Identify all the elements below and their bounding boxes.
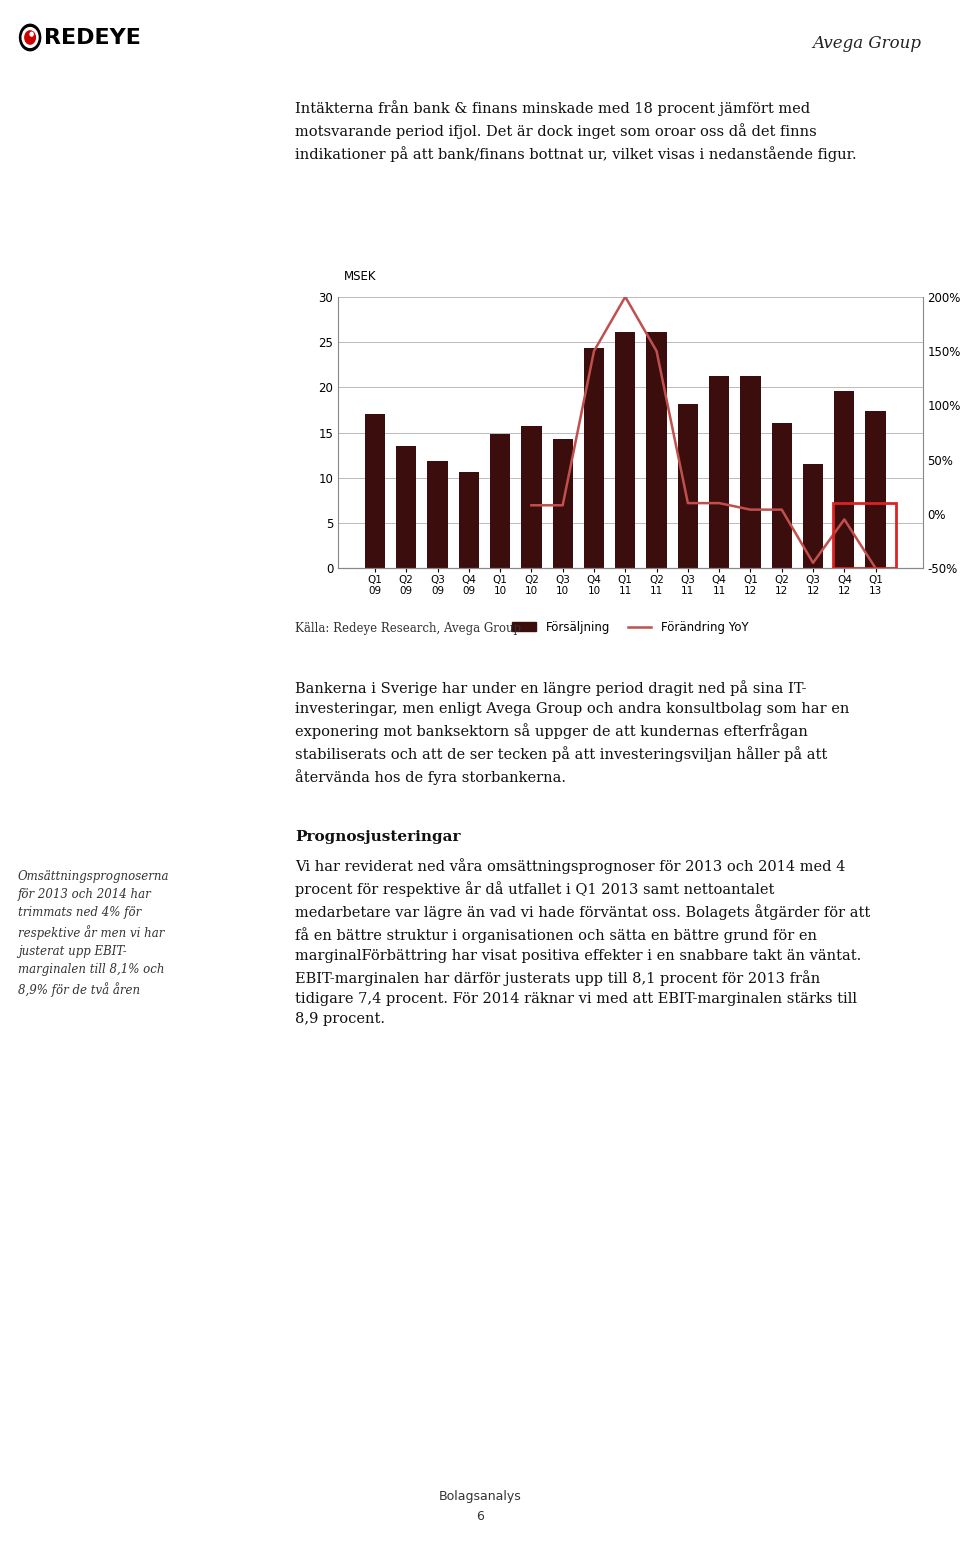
Text: Avega Group: Avega Group — [812, 35, 922, 52]
Text: Intäkterna från bank & finans minskade med 18 procent jämfört med
motsvarande pe: Intäkterna från bank & finans minskade m… — [295, 100, 856, 162]
Bar — [553, 439, 573, 569]
Bar — [772, 422, 792, 569]
Bar — [833, 502, 896, 569]
Bar — [459, 473, 479, 569]
Bar — [803, 464, 824, 569]
Bar — [615, 331, 636, 569]
Text: Bolagsanalys: Bolagsanalys — [439, 1490, 521, 1502]
Text: Prognosjusteringar: Prognosjusteringar — [295, 831, 461, 844]
Text: REDEYE: REDEYE — [44, 28, 141, 48]
Bar — [584, 348, 604, 569]
Bar — [709, 376, 730, 569]
Text: MSEK: MSEK — [344, 270, 376, 284]
Text: Källa: Redeye Research, Avega Group: Källa: Redeye Research, Avega Group — [295, 623, 521, 635]
Legend: Försäljning, Förändring YoY: Försäljning, Förändring YoY — [508, 616, 753, 638]
Bar — [646, 331, 667, 569]
Bar — [834, 391, 854, 569]
Bar — [521, 427, 541, 569]
Bar — [396, 445, 417, 569]
Bar — [866, 411, 886, 569]
Bar — [490, 435, 511, 569]
Bar — [740, 376, 760, 569]
Circle shape — [22, 28, 38, 48]
Text: 6: 6 — [476, 1510, 484, 1523]
Bar — [365, 415, 385, 569]
Text: Bank/Finans har bottnat ur: Bank/Finans har bottnat ur — [302, 264, 556, 280]
Bar — [427, 461, 447, 569]
Text: Omsättningsprognoserna
för 2013 och 2014 har
trimmats ned 4% för
respektive år m: Omsättningsprognoserna för 2013 och 2014… — [18, 871, 170, 997]
Circle shape — [25, 31, 36, 45]
Text: Vi har reviderat ned våra omsättningsprognoser för 2013 och 2014 med 4
procent f: Vi har reviderat ned våra omsättningspro… — [295, 858, 871, 1026]
Circle shape — [19, 25, 40, 51]
Bar — [678, 404, 698, 569]
Circle shape — [30, 32, 34, 35]
Text: Bankerna i Sverige har under en längre period dragit ned på sina IT-
investering: Bankerna i Sverige har under en längre p… — [295, 680, 850, 784]
